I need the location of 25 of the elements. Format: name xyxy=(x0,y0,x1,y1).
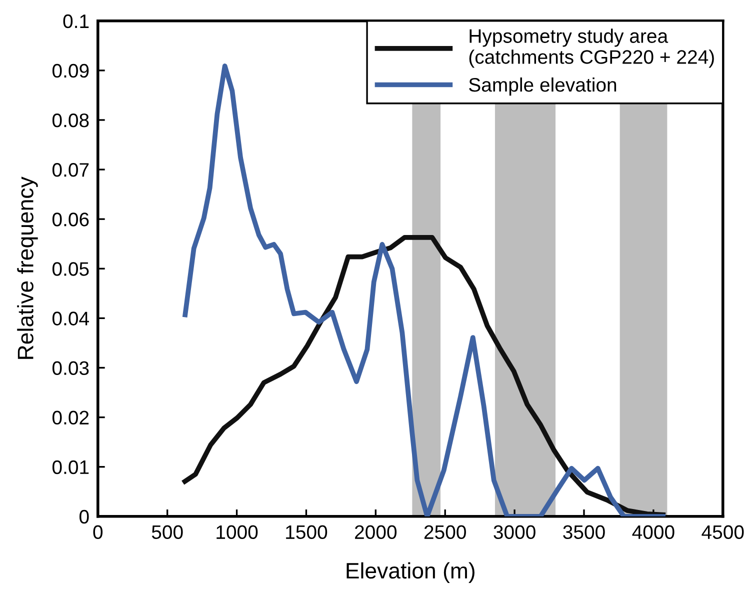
x-axis-title: Elevation (m) xyxy=(346,562,474,584)
x-tick-label: 4000 xyxy=(632,525,674,540)
y-tick-label: 0.08 xyxy=(52,113,89,128)
legend-label: Sample elevation xyxy=(469,77,616,96)
y-tick-label: 0.1 xyxy=(63,14,89,28)
x-tick-label: 0 xyxy=(93,525,103,540)
y-tick-label: 0.05 xyxy=(52,262,89,276)
x-tick-label: 1500 xyxy=(286,525,328,540)
y-tick-label: 0 xyxy=(80,510,89,524)
y-tick-label: 0.04 xyxy=(52,312,89,326)
x-tick-label: 3000 xyxy=(494,525,536,540)
x-tick-label: 2500 xyxy=(424,525,466,540)
y-tick-label: 0.03 xyxy=(52,361,89,375)
y-tick-label: 0.07 xyxy=(52,163,89,177)
y-tick-label: 0.09 xyxy=(52,64,89,78)
legend-label: Hypsometry study area (catchments CGP220 + 224) xyxy=(469,28,714,68)
x-tick-label: 4500 xyxy=(702,525,744,540)
x-tick-label: 2000 xyxy=(355,525,397,540)
x-tick-label: 3500 xyxy=(563,525,605,540)
y-tick-label: 0.02 xyxy=(52,410,89,425)
x-tick-label: 1000 xyxy=(216,525,258,540)
y-tick-label: 0.01 xyxy=(52,460,89,474)
x-tick-label: 500 xyxy=(152,525,183,540)
y-axis-title: Relative frequency xyxy=(17,176,38,359)
y-tick-label: 0.06 xyxy=(52,212,89,226)
